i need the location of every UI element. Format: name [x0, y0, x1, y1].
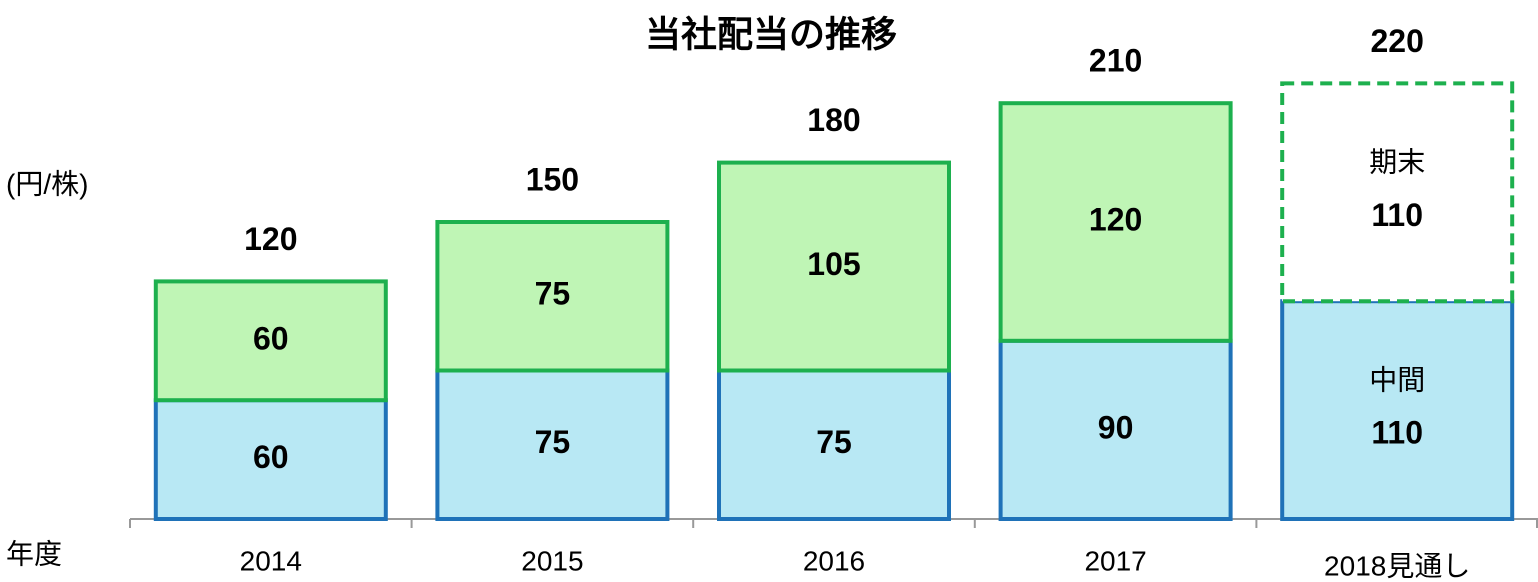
x-tick-label: 2014: [240, 545, 302, 576]
bar-segment: [1280, 81, 1515, 304]
chart-title: 当社配当の推移: [645, 14, 897, 55]
total-label: 180: [807, 102, 860, 138]
value-label: 60: [253, 320, 289, 356]
bar-segment: [998, 338, 1233, 521]
value-label: 90: [1098, 409, 1134, 445]
bar-segment: [153, 398, 388, 522]
x-tick-label: 2018見通し: [1324, 550, 1470, 581]
value-label: 110: [1371, 415, 1423, 451]
value-label: 60: [253, 439, 289, 475]
value-label: 105: [807, 246, 860, 282]
bar-segment: [1280, 299, 1515, 522]
y-axis-label: (円/株): [6, 168, 88, 199]
value-label: 120: [1089, 201, 1142, 237]
bar-segment: [435, 220, 670, 373]
value-label: 110: [1371, 197, 1423, 233]
total-label: 220: [1371, 23, 1424, 59]
total-label: 120: [244, 221, 297, 257]
x-tick-label: 2016: [803, 545, 865, 576]
value-label: 75: [535, 424, 571, 460]
bar-segment: [998, 101, 1233, 343]
series-name-label: 期末: [1369, 147, 1425, 178]
bar-segment: [153, 279, 388, 403]
series-name-label: 中間: [1369, 364, 1425, 395]
bar-segment: [717, 368, 951, 521]
bar-segment: [435, 368, 670, 521]
x-tick-label: 2015: [521, 545, 583, 576]
value-label: 75: [816, 424, 852, 460]
value-label: 75: [535, 276, 571, 312]
total-label: 150: [526, 161, 579, 197]
bar-segment: [717, 160, 951, 373]
x-axis-label: 年度: [6, 538, 62, 569]
total-label: 210: [1089, 43, 1142, 79]
x-tick-label: 2017: [1084, 545, 1146, 576]
